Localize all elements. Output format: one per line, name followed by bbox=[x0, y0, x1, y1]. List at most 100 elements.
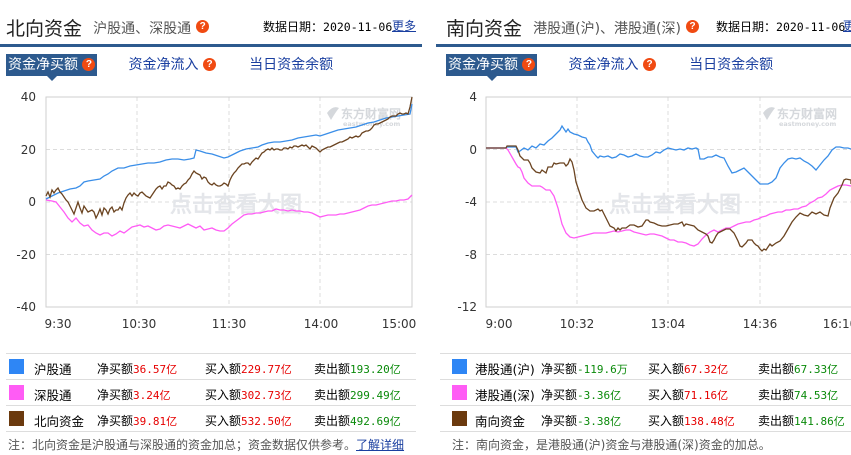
legend-name: 沪股通 bbox=[34, 362, 72, 377]
color-swatch-icon bbox=[9, 411, 24, 426]
sell-amount: 卖出额193.20亿 bbox=[314, 362, 401, 376]
legend-row-northbound: 北向资金 净买额39.81亿 买入额532.50亿 卖出额492.69亿 bbox=[6, 406, 416, 432]
northbound-title: 北向资金 bbox=[6, 18, 83, 40]
southbound-title: 南向资金 bbox=[446, 18, 523, 40]
svg-text:东方财富网: 东方财富网 bbox=[777, 106, 837, 121]
sell-amount: 卖出额299.49亿 bbox=[314, 388, 401, 402]
buy-amount: 买入额302.73亿 bbox=[205, 388, 292, 402]
y-axis-labels: 40 20 0 -20 -40 bbox=[16, 90, 36, 314]
svg-text:20: 20 bbox=[21, 143, 36, 157]
color-swatch-icon bbox=[9, 359, 24, 374]
svg-text:-20: -20 bbox=[16, 248, 36, 262]
help-icon[interactable]: ? bbox=[196, 20, 210, 33]
svg-text:0: 0 bbox=[469, 143, 477, 157]
data-date-value: 2020-11-06 bbox=[776, 20, 846, 34]
northbound-tabs: 资金净买额 ? 资金净流入 ? 当日资金余额 bbox=[6, 54, 359, 81]
southbound-legend: 港股通(沪) 净买额-119.6万 买入额67.32亿 卖出额67.33亿 港股… bbox=[440, 353, 851, 432]
eastmoney-logo: 东方财富网 eastmoney.com bbox=[327, 106, 401, 128]
southbound-chart[interactable]: 4 0 -4 -8 -12 9:00 10:32 13:04 14:36 16:… bbox=[436, 88, 851, 338]
series-line-southbound bbox=[486, 145, 851, 252]
help-icon[interactable]: ? bbox=[522, 57, 536, 71]
legend-name: 南向资金 bbox=[475, 414, 526, 429]
southbound-subtitle: 港股通(沪)、港股通(深) bbox=[533, 20, 681, 37]
tab-label: 当日资金余额 bbox=[249, 57, 334, 73]
buy-amount: 买入额532.50亿 bbox=[205, 414, 292, 428]
tab-label: 资金净买额 bbox=[8, 57, 78, 73]
svg-text:东方财富网: 东方财富网 bbox=[341, 106, 401, 121]
legend-row-hgt: 沪股通 净买额36.57亿 买入额229.77亿 卖出额193.20亿 bbox=[6, 354, 416, 380]
legend-name: 北向资金 bbox=[34, 414, 85, 429]
y-axis-labels: 4 0 -4 -8 -12 bbox=[457, 90, 477, 314]
legend-row-hk-sz: 港股通(深) 净买额-3.36亿 买入额71.16亿 卖出额74.53亿 bbox=[440, 380, 851, 406]
net-buy: 净买额36.57亿 bbox=[97, 362, 178, 376]
data-date-label: 数据日期： bbox=[263, 20, 324, 34]
buy-amount: 买入额67.32亿 bbox=[648, 362, 729, 376]
legend-row-sgt: 深股通 净买额3.24亿 买入额302.73亿 卖出额299.49亿 bbox=[6, 380, 416, 406]
northbound-header: 北向资金 沪股通、深股通 ? 数据日期：2020-11-06 更多 bbox=[6, 14, 425, 40]
svg-text:40: 40 bbox=[21, 90, 36, 104]
view-large-watermark[interactable]: 点击查看大图 bbox=[170, 192, 302, 218]
note-text: 注：北向资金是沪股通与深股通的资金加总；资金数据仅供参考。 bbox=[8, 438, 357, 452]
tab-daily-balance[interactable]: 当日资金余额 bbox=[247, 54, 335, 76]
svg-text:14:36: 14:36 bbox=[743, 317, 778, 331]
net-buy: 净买额-119.6万 bbox=[541, 362, 628, 376]
legend-name: 港股通(深) bbox=[475, 388, 535, 403]
view-large-watermark[interactable]: 点击查看大图 bbox=[609, 192, 741, 218]
svg-text:-12: -12 bbox=[457, 300, 477, 314]
tab-net-buy[interactable]: 资金净买额 ? bbox=[6, 54, 98, 81]
svg-text:16:10: 16:10 bbox=[823, 317, 851, 331]
plot-frame bbox=[485, 96, 851, 308]
northbound-subtitle: 沪股通、深股通 bbox=[93, 20, 192, 37]
svg-text:eastmoney.com: eastmoney.com bbox=[779, 120, 836, 128]
southbound-panel: 南向资金 港股通(沪)、港股通(深) ? 数据日期：2020-11-06 更多 … bbox=[436, 0, 851, 455]
header-divider bbox=[0, 44, 422, 47]
help-icon[interactable]: ? bbox=[203, 57, 216, 71]
chart-grid bbox=[46, 97, 412, 307]
svg-text:14:00: 14:00 bbox=[304, 317, 339, 331]
eastmoney-logo: 东方财富网 eastmoney.com bbox=[763, 106, 837, 128]
x-axis-labels: 9:30 10:30 11:30 14:00 15:00 bbox=[45, 317, 417, 331]
svg-text:11:30: 11:30 bbox=[212, 317, 247, 331]
southbound-note: 注：南向资金，是港股通(沪)资金与港股通(深)资金的加总。 bbox=[452, 436, 771, 453]
net-buy: 净买额-3.36亿 bbox=[541, 388, 622, 402]
sell-amount: 卖出额141.86亿 bbox=[758, 414, 845, 428]
data-date-label: 数据日期： bbox=[716, 20, 777, 34]
tab-label: 当日资金余额 bbox=[689, 57, 774, 73]
northbound-note: 注：北向资金是沪股通与深股通的资金加总；资金数据仅供参考。了解详细 bbox=[8, 436, 404, 453]
header-divider bbox=[436, 44, 851, 47]
series-line-hk-sh bbox=[486, 124, 851, 185]
tab-net-inflow[interactable]: 资金净流入 ? bbox=[567, 54, 658, 76]
legend-name: 港股通(沪) bbox=[475, 362, 535, 377]
data-date: 数据日期：2020-11-06 bbox=[263, 18, 392, 35]
tab-net-inflow[interactable]: 资金净流入 ? bbox=[127, 54, 218, 76]
color-swatch-icon bbox=[452, 385, 467, 400]
help-icon[interactable]: ? bbox=[643, 57, 656, 71]
northbound-legend: 沪股通 净买额36.57亿 买入额229.77亿 卖出额193.20亿 深股通 … bbox=[6, 353, 416, 432]
buy-amount: 买入额71.16亿 bbox=[648, 388, 729, 402]
svg-text:13:04: 13:04 bbox=[651, 317, 686, 331]
color-swatch-icon bbox=[452, 411, 467, 426]
northbound-chart[interactable]: 40 20 0 -20 -40 9:30 10:30 11:30 14:00 1… bbox=[0, 88, 425, 338]
more-link[interactable]: 更多 bbox=[843, 19, 851, 33]
tab-label: 资金净流入 bbox=[568, 57, 639, 73]
svg-text:4: 4 bbox=[469, 90, 477, 104]
southbound-tabs: 资金净买额 ? 资金净流入 ? 当日资金余额 bbox=[446, 54, 799, 81]
svg-text:10:30: 10:30 bbox=[122, 317, 157, 331]
x-axis-labels: 9:00 10:32 13:04 14:36 16:10 bbox=[486, 317, 851, 331]
more-link[interactable]: 更多 bbox=[392, 19, 417, 33]
tab-daily-balance[interactable]: 当日资金余额 bbox=[687, 54, 775, 76]
tab-label: 资金净流入 bbox=[128, 57, 199, 73]
svg-text:9:30: 9:30 bbox=[45, 317, 72, 331]
help-icon[interactable]: ? bbox=[686, 20, 700, 33]
help-icon[interactable]: ? bbox=[82, 57, 96, 71]
series-line-hgt bbox=[45, 103, 413, 200]
svg-text:15:00: 15:00 bbox=[382, 317, 417, 331]
series-line-northbound bbox=[45, 96, 413, 220]
net-buy: 净买额3.24亿 bbox=[97, 388, 171, 402]
learn-more-link[interactable]: 了解详细 bbox=[356, 438, 405, 452]
tab-net-buy[interactable]: 资金净买额 ? bbox=[446, 54, 538, 81]
sell-amount: 卖出额67.33亿 bbox=[758, 362, 839, 376]
legend-row-hk-sh: 港股通(沪) 净买额-119.6万 买入额67.32亿 卖出额67.33亿 bbox=[440, 354, 851, 380]
plot-frame bbox=[45, 96, 413, 308]
svg-text:-4: -4 bbox=[465, 195, 477, 209]
